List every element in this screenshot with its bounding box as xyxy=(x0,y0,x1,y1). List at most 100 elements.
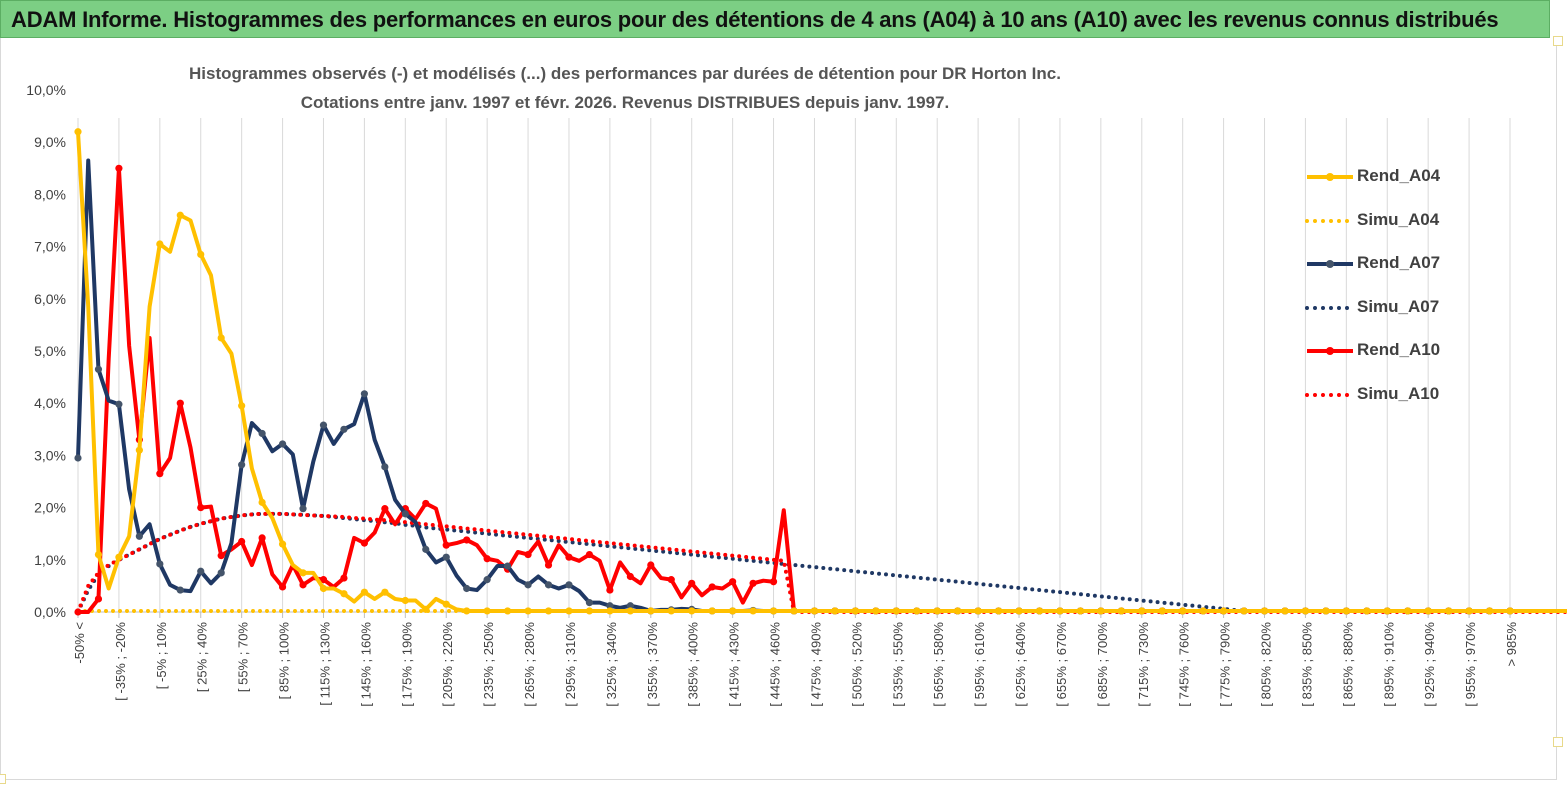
data-point xyxy=(340,425,348,433)
x-tick-label: [ 355% ; 370% xyxy=(645,622,660,707)
x-tick-label: [ 475% ; 490% xyxy=(808,622,823,707)
y-tick-label: 7,0% xyxy=(34,239,66,255)
data-point xyxy=(1097,607,1105,615)
data-point xyxy=(238,461,246,469)
legend-label: Rend_A10 xyxy=(1357,340,1441,360)
data-point xyxy=(217,569,225,577)
resize-handle-top-right[interactable] xyxy=(1553,36,1563,46)
legend-swatch-simu-a04 xyxy=(1305,218,1355,223)
data-point xyxy=(667,576,675,584)
data-point xyxy=(360,588,368,596)
x-tick-label: [ 745% ; 760% xyxy=(1177,622,1192,707)
y-tick-label: 0,0% xyxy=(34,604,66,620)
data-point xyxy=(1301,607,1310,615)
y-tick-label: 1,0% xyxy=(34,552,66,568)
data-point xyxy=(626,602,634,610)
data-point xyxy=(1138,607,1146,615)
legend-label: Rend_A07 xyxy=(1357,253,1441,273)
data-point xyxy=(1485,607,1494,615)
x-tick-label: [ 205% ; 220% xyxy=(440,622,455,707)
data-point xyxy=(544,581,553,589)
data-point xyxy=(278,440,287,448)
y-tick-label: 9,0% xyxy=(34,134,66,150)
legend-swatch-simu-a07 xyxy=(1305,305,1355,310)
x-tick-label: [ 595% ; 610% xyxy=(972,622,987,707)
data-point xyxy=(238,537,246,546)
data-point xyxy=(442,553,450,561)
x-tick-label: [ 175% ; 190% xyxy=(399,622,414,707)
data-point xyxy=(524,550,532,559)
data-point xyxy=(135,446,143,454)
data-point xyxy=(319,576,328,584)
data-point xyxy=(790,607,798,615)
series-line-simu-a10 xyxy=(76,511,1567,614)
data-point xyxy=(483,576,491,584)
report-title: ADAM Informe. Histogrammes des performan… xyxy=(11,7,1499,32)
x-tick-label: [ 715% ; 730% xyxy=(1136,622,1151,707)
legend-swatch-rend-a04 xyxy=(1307,173,1353,181)
data-point xyxy=(115,164,123,172)
data-point xyxy=(974,607,982,615)
data-point xyxy=(729,578,737,586)
data-point xyxy=(810,607,819,615)
x-tick-label: [ 295% ; 310% xyxy=(563,622,578,707)
x-tick-label: [ 685% ; 700% xyxy=(1095,622,1110,707)
data-point xyxy=(401,510,409,518)
data-point xyxy=(504,562,512,570)
y-tick-label: 4,0% xyxy=(34,395,66,411)
data-point xyxy=(319,421,328,429)
data-point xyxy=(360,390,368,398)
x-tick-label: [ 775% ; 790% xyxy=(1218,622,1233,707)
x-tick-label: [ 85% ; 100% xyxy=(277,622,292,700)
x-tick-label: [ 625% ; 640% xyxy=(1013,622,1028,707)
y-tick-label: 3,0% xyxy=(34,447,66,463)
data-point xyxy=(401,596,409,605)
data-point xyxy=(1506,607,1514,615)
legend-label: Rend_A04 xyxy=(1357,166,1441,185)
chart-title: Histogrammes observés (-) et modélisés (… xyxy=(189,64,1061,83)
data-point xyxy=(319,584,328,593)
x-tick-label: [ 895% ; 910% xyxy=(1381,622,1396,707)
data-point xyxy=(299,505,307,513)
y-axis: 0,0% 1,0% 2,0% 3,0% 4,0% 5,0% 6,0% 7,0% 8,0% 9,0%… xyxy=(26,82,66,620)
data-point xyxy=(749,579,757,587)
data-point xyxy=(197,250,205,259)
resize-handle-bottom-left[interactable] xyxy=(0,774,6,784)
data-point xyxy=(1199,607,1207,615)
resize-handle-bottom-right[interactable] xyxy=(1553,737,1563,747)
data-point xyxy=(1404,607,1412,615)
data-point xyxy=(913,607,921,615)
data-point xyxy=(197,567,205,575)
data-point xyxy=(1445,607,1453,615)
data-point xyxy=(94,595,103,603)
data-point xyxy=(606,607,614,615)
data-point xyxy=(156,560,164,568)
data-point xyxy=(74,454,82,462)
data-point xyxy=(176,399,184,407)
data-point xyxy=(1363,607,1371,615)
x-tick-label: [ 655% ; 670% xyxy=(1054,622,1069,707)
data-point xyxy=(872,607,880,615)
y-tick-label: 2,0% xyxy=(34,500,66,516)
data-point xyxy=(688,607,696,615)
data-point xyxy=(340,590,348,598)
data-point xyxy=(565,607,573,615)
data-point xyxy=(851,607,859,615)
data-point xyxy=(74,128,82,136)
data-point xyxy=(381,588,389,596)
x-tick-label: [ 385% ; 400% xyxy=(686,622,701,707)
x-tick-label: [ 865% ; 880% xyxy=(1340,622,1355,707)
data-point xyxy=(135,532,143,540)
data-point xyxy=(688,579,696,587)
legend-label: Simu_A04 xyxy=(1357,209,1440,229)
data-point xyxy=(258,534,266,542)
data-point xyxy=(176,586,184,594)
data-point xyxy=(892,607,900,615)
data-point xyxy=(565,553,573,561)
data-point xyxy=(1424,607,1432,615)
data-point xyxy=(524,581,532,589)
data-point xyxy=(1342,607,1350,615)
data-point xyxy=(647,607,655,615)
data-point xyxy=(708,607,716,615)
